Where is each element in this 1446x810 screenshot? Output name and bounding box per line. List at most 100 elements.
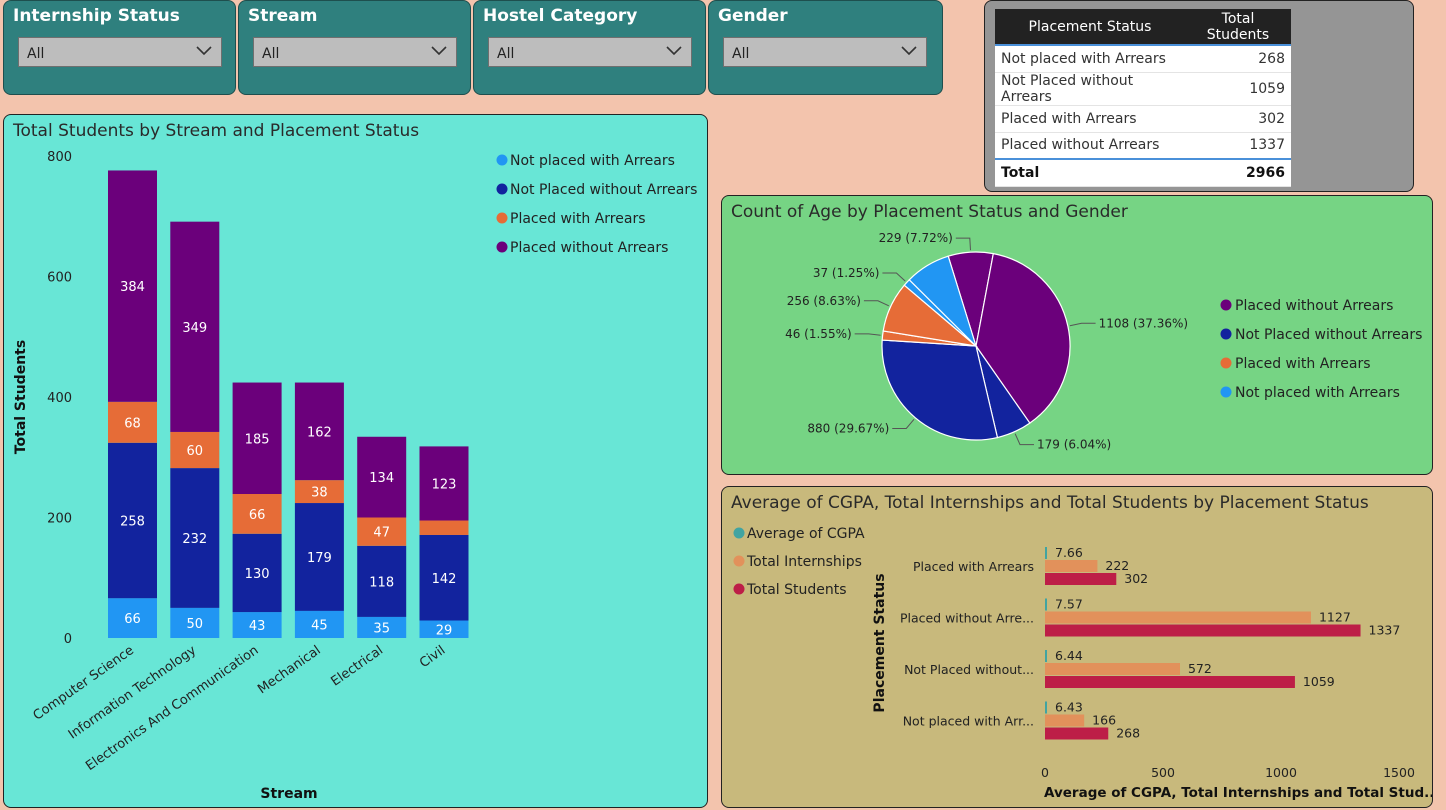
data-label: 60	[187, 444, 204, 459]
bar-total-students[interactable]	[1045, 573, 1117, 585]
legend-label[interactable]: Total Internships	[746, 554, 862, 570]
stream-chart-panel: Total Students by Stream and Placement S…	[3, 114, 708, 808]
dropdown-value: All	[732, 46, 750, 62]
legend-marker	[496, 154, 508, 166]
table-total-row: Total 2966	[995, 158, 1291, 187]
x-tick-label: Mechanical	[255, 643, 324, 697]
pie-slice-not-placed-without-arrears[interactable]	[881, 339, 999, 441]
bar-segment-placed-with-arrears[interactable]	[108, 401, 157, 443]
bar-segment-placed-without-arrears[interactable]	[419, 446, 469, 521]
data-label: 45	[311, 618, 328, 633]
bar-total-internships[interactable]	[1045, 714, 1085, 727]
bar-segment-placed-without-arrears[interactable]	[232, 382, 282, 495]
bar-segment-not-placed-without-arrears[interactable]	[357, 545, 407, 617]
legend-label[interactable]: Placed with Arrears	[1235, 356, 1371, 372]
y-tick-label: 600	[47, 271, 72, 286]
pie-chart-panel: Count of Age by Placement Status and Gen…	[721, 195, 1433, 475]
bar-segment-not-placed-without-arrears[interactable]	[294, 503, 344, 611]
hostel-category-dropdown[interactable]: All	[488, 37, 692, 67]
legend-label[interactable]: Not placed with Arrears	[510, 153, 675, 169]
bar-segment-placed-without-arrears[interactable]	[357, 436, 407, 518]
legend-label[interactable]: Not Placed without Arrears	[1235, 327, 1422, 343]
bar-segment-not-placed-with-arrears[interactable]	[170, 607, 220, 638]
column-header[interactable]: Total Students	[1185, 9, 1291, 45]
legend-marker	[1220, 386, 1232, 398]
pie-slice-placed-without-arrears[interactable]	[975, 252, 1071, 424]
legend-label[interactable]: Average of CGPA	[747, 526, 865, 542]
bar-average-of-cgpa[interactable]	[1045, 650, 1047, 662]
bar-segment-placed-without-arrears[interactable]	[108, 170, 157, 402]
bar-segment-placed-with-arrears[interactable]	[294, 480, 344, 504]
bar-segment-not-placed-with-arrears[interactable]	[357, 616, 407, 638]
bar-segment-placed-without-arrears[interactable]	[294, 382, 344, 481]
data-label: 29	[436, 623, 453, 638]
x-tick-label: Electrical	[328, 643, 386, 690]
bar-average-of-cgpa[interactable]	[1045, 547, 1047, 559]
bar-segment-not-placed-without-arrears[interactable]	[232, 533, 282, 613]
bar-total-internships[interactable]	[1045, 663, 1180, 675]
data-label: 302	[1124, 571, 1148, 586]
data-label: 35	[373, 621, 390, 636]
legend-marker	[733, 583, 745, 595]
legend-label[interactable]: Placed with Arrears	[510, 211, 646, 227]
bar-total-internships[interactable]	[1045, 560, 1098, 572]
bar-total-students[interactable]	[1045, 727, 1109, 740]
y-tick-label: Not Placed without...	[904, 662, 1034, 677]
leader-line	[955, 237, 971, 251]
legend-label[interactable]: Placed without Arrears	[510, 240, 668, 256]
pie-chart: 229 (7.72%) 1108 (37.36%) 179 (6.04%) 880 (…	[785, 231, 1422, 452]
gender-dropdown[interactable]: All	[723, 37, 927, 67]
data-label: 179 (6.04%)	[1037, 438, 1111, 452]
bar-segment-placed-with-arrears[interactable]	[357, 517, 407, 546]
table-row: Placed without Arrears 1337	[995, 132, 1291, 160]
bar-segment-placed-without-arrears[interactable]	[170, 221, 220, 432]
data-label: 268	[1116, 726, 1140, 741]
bar-total-students[interactable]	[1045, 676, 1295, 688]
bar-total-internships[interactable]	[1045, 611, 1311, 624]
legend-marker	[733, 555, 745, 567]
placement-summary-table: Placement Status Total Students Not plac…	[995, 9, 1291, 187]
leader-line	[854, 333, 881, 336]
x-tick-label: 0	[1041, 765, 1049, 780]
bar-segment-not-placed-with-arrears[interactable]	[108, 598, 157, 638]
bar-total-students[interactable]	[1045, 624, 1361, 637]
pie-slice-not-placed-with-arrears[interactable]	[908, 255, 977, 347]
dropdown-value: All	[262, 46, 280, 62]
data-label: 6.43	[1055, 700, 1083, 715]
data-label: 118	[369, 575, 394, 590]
legend-label[interactable]: Not placed with Arrears	[1235, 385, 1400, 401]
bar-segment-not-placed-with-arrears[interactable]	[294, 610, 344, 638]
bar-segment-placed-with-arrears[interactable]	[232, 494, 282, 534]
slicer-title: Stream	[248, 6, 318, 26]
legend-label[interactable]: Placed without Arrears	[1235, 298, 1393, 314]
table-cell: Not Placed without Arrears	[995, 72, 1185, 106]
chart-title: Count of Age by Placement Status and Gen…	[731, 202, 1128, 222]
data-label: 1059	[1303, 674, 1335, 689]
bar-segment-not-placed-without-arrears[interactable]	[419, 534, 469, 621]
internship-status-dropdown[interactable]: All	[18, 37, 222, 67]
leader-line	[863, 300, 890, 307]
bar-average-of-cgpa[interactable]	[1045, 701, 1047, 714]
bar-segment-not-placed-with-arrears[interactable]	[232, 612, 282, 638]
bar-segment-placed-with-arrears[interactable]	[170, 431, 220, 469]
slicer-stream: Stream All	[238, 0, 471, 95]
bar-segment-not-placed-without-arrears[interactable]	[170, 468, 220, 608]
x-axis-title: Stream	[260, 786, 317, 802]
chart-title: Total Students by Stream and Placement S…	[13, 121, 420, 141]
chevron-down-icon	[196, 46, 212, 56]
legend-marker	[1220, 328, 1232, 340]
legend-label[interactable]: Not Placed without Arrears	[510, 182, 697, 198]
data-label: 130	[245, 567, 270, 582]
bar-segment-not-placed-with-arrears[interactable]	[419, 620, 469, 638]
bar-segment-not-placed-without-arrears[interactable]	[108, 442, 157, 599]
bar-segment-placed-with-arrears[interactable]	[419, 520, 469, 535]
y-tick-label: 800	[47, 150, 72, 165]
legend-label[interactable]: Total Students	[746, 582, 847, 598]
bar-average-of-cgpa[interactable]	[1045, 598, 1047, 611]
data-label: 185	[245, 432, 270, 447]
column-header[interactable]: Placement Status	[995, 9, 1185, 45]
y-axis-title: Total Students	[13, 340, 29, 454]
legend-marker	[1220, 357, 1232, 369]
data-label: 222	[1105, 558, 1129, 573]
stream-dropdown[interactable]: All	[253, 37, 457, 67]
